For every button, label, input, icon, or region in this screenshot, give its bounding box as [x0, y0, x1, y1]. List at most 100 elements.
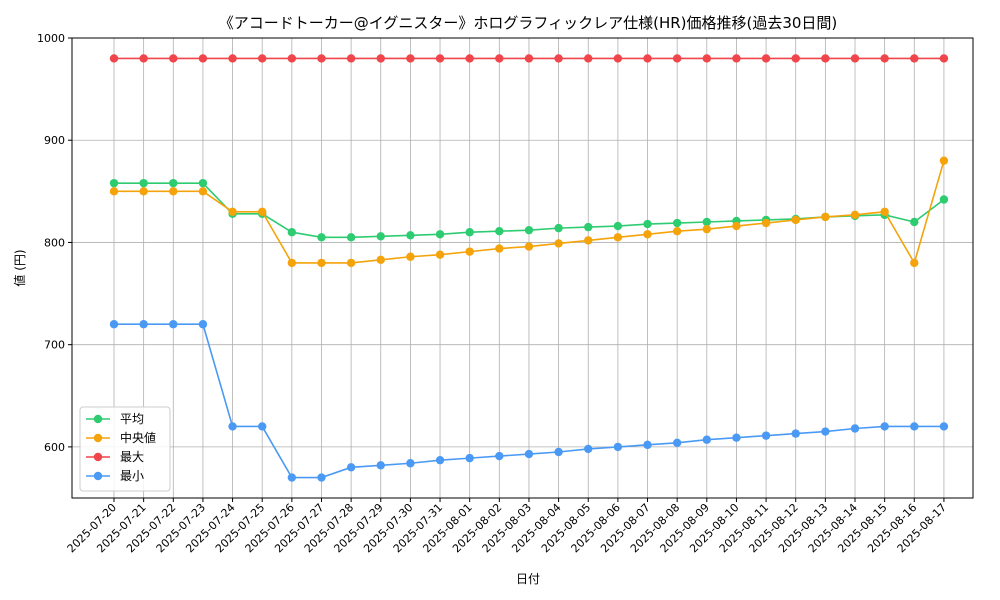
data-point [495, 451, 504, 461]
data-point [613, 54, 623, 63]
series-layer [109, 54, 949, 482]
data-point [109, 320, 119, 329]
data-point [406, 252, 415, 261]
data-point [910, 422, 919, 431]
data-point [198, 54, 208, 63]
legend-marker [93, 414, 103, 424]
chart-title: 《アコードトーカー@イグニスター》ホログラフィックレア仕様(HR)価格推移(過去… [219, 14, 838, 32]
data-point [524, 449, 534, 459]
data-point [317, 473, 326, 482]
data-point [880, 207, 889, 216]
data-point [139, 54, 148, 63]
y-tick-label: 1000 [37, 32, 65, 45]
data-point [109, 187, 119, 196]
data-point [524, 54, 534, 63]
data-point [287, 258, 297, 268]
data-point [850, 54, 860, 63]
data-point [702, 435, 711, 444]
data-point [435, 250, 445, 259]
data-point [672, 438, 682, 447]
x-axis-label: 日付 [516, 572, 540, 586]
data-point [287, 54, 297, 63]
y-tick-label: 800 [44, 236, 65, 249]
data-point [169, 178, 178, 188]
plot-frame [71, 37, 974, 499]
data-point [910, 217, 919, 227]
data-point [791, 54, 800, 63]
data-point [465, 247, 474, 256]
y-tick-label: 900 [44, 134, 65, 147]
data-point [850, 424, 860, 433]
data-point [228, 207, 237, 216]
data-point [672, 218, 682, 228]
data-point [376, 232, 385, 241]
data-point [139, 178, 148, 188]
data-point [613, 221, 623, 231]
data-point [109, 178, 119, 188]
data-point [761, 54, 771, 63]
y-axis-label: 値 (円) [12, 249, 27, 286]
data-point [317, 233, 326, 242]
data-point [524, 242, 534, 251]
data-point [109, 54, 119, 63]
data-point [198, 320, 208, 329]
data-point [228, 54, 237, 63]
data-point [287, 473, 297, 482]
data-point [524, 225, 534, 235]
data-point [643, 219, 652, 229]
data-point [939, 54, 949, 63]
data-point [672, 227, 682, 236]
legend-marker [93, 471, 103, 481]
data-point [346, 233, 356, 242]
legend-label: 平均 [120, 412, 144, 426]
data-point [613, 233, 623, 242]
data-point [554, 447, 563, 457]
data-point [702, 54, 711, 63]
data-point [169, 187, 178, 196]
data-point [643, 54, 652, 63]
data-point [139, 187, 148, 196]
data-point [346, 258, 356, 268]
data-point [791, 215, 800, 225]
data-point [495, 227, 504, 236]
data-point [465, 54, 474, 63]
data-point [643, 230, 652, 239]
legend-marker [93, 433, 103, 443]
data-point [406, 54, 415, 63]
data-point [554, 223, 563, 233]
data-point [169, 54, 178, 63]
data-point [346, 54, 356, 63]
data-point [554, 239, 563, 248]
data-point [672, 54, 682, 63]
legend-box [79, 406, 171, 492]
data-point [821, 54, 830, 63]
data-point [198, 187, 208, 196]
data-point [495, 54, 504, 63]
data-point [850, 210, 860, 220]
data-point [435, 455, 445, 465]
data-point [732, 433, 741, 442]
data-point [732, 221, 741, 231]
y-tick-label: 700 [44, 339, 65, 352]
data-point [287, 228, 297, 237]
data-point [258, 54, 267, 63]
legend-label: 最大 [120, 450, 144, 464]
legend-label: 最小 [120, 469, 144, 483]
data-point [198, 178, 208, 188]
data-point [228, 422, 237, 431]
data-point [435, 230, 445, 239]
y-tick-label: 600 [44, 441, 65, 454]
data-point [406, 231, 415, 240]
data-point [821, 427, 830, 436]
data-point [584, 222, 593, 232]
grid-layer [72, 37, 973, 498]
data-point [139, 320, 148, 329]
data-point [702, 217, 711, 227]
data-point [939, 422, 949, 431]
data-point [791, 429, 800, 438]
data-point [939, 195, 949, 204]
data-point [643, 440, 652, 450]
